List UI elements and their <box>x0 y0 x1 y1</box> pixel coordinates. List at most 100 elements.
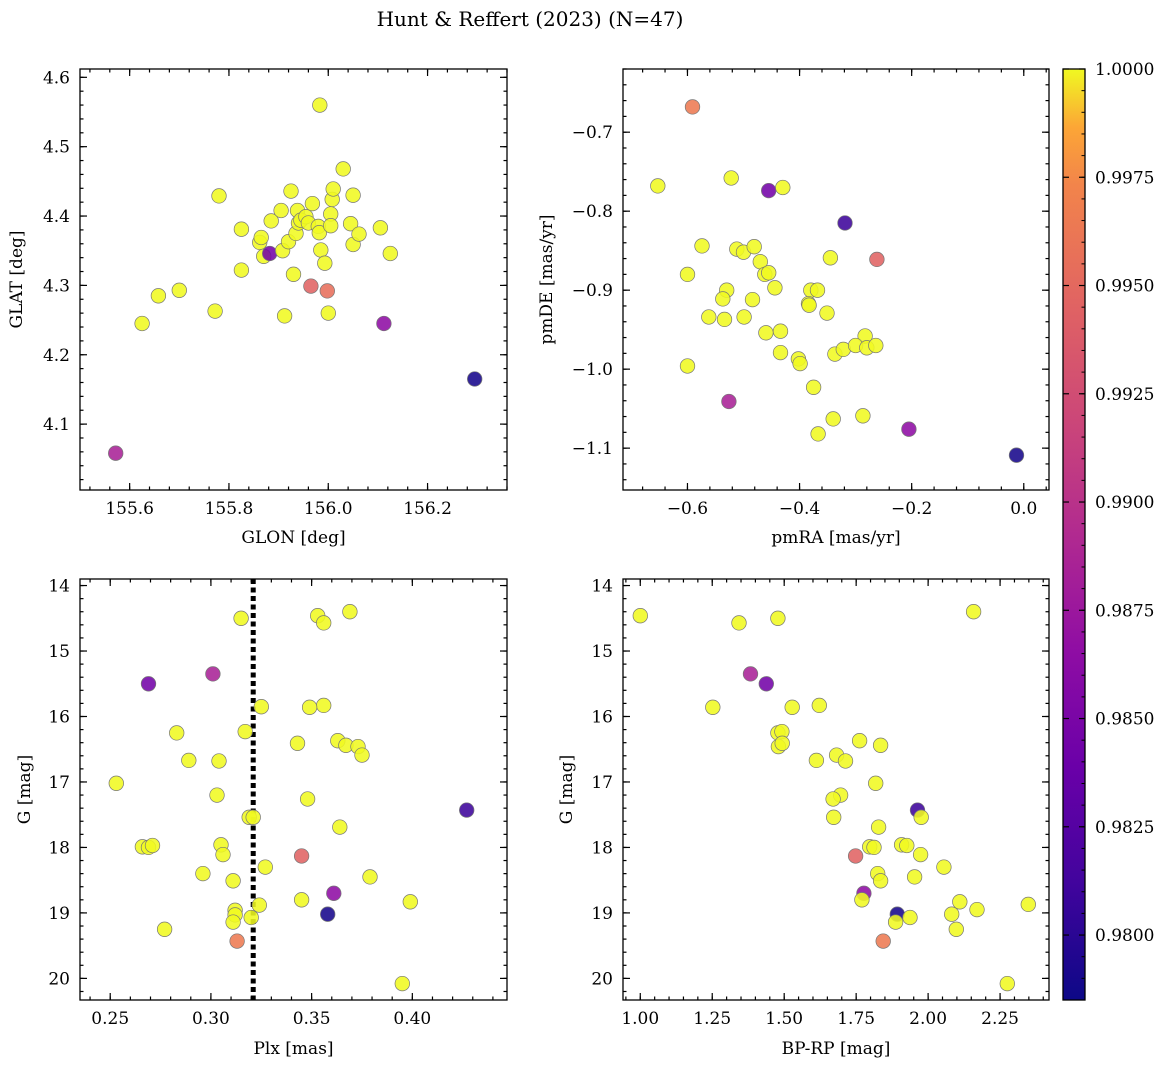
scatter-point <box>209 787 225 803</box>
scatter-point <box>316 615 332 631</box>
scatter-point <box>325 181 341 197</box>
scatter-point <box>808 752 825 769</box>
scatter-point <box>761 265 777 281</box>
scatter-point <box>912 846 929 863</box>
colorbar-tick-label: 1.0000 <box>1095 60 1154 80</box>
x-axis-label: Plx [mas] <box>253 1039 333 1059</box>
scatter-point <box>134 315 150 332</box>
scatter-point <box>169 725 185 741</box>
scatter-point <box>705 699 721 715</box>
y-tick-label: −1.0 <box>572 360 613 380</box>
scatter-point <box>156 921 173 937</box>
x-axis-label: pmRA [mas/yr] <box>771 528 900 548</box>
scatter-point <box>376 315 392 332</box>
scatter-point <box>273 202 289 219</box>
x-tick-label: 1.75 <box>837 1009 875 1029</box>
y-tick-label: 17 <box>48 773 70 793</box>
scatter-point <box>253 699 269 715</box>
x-tick-label: 2.00 <box>909 1009 947 1029</box>
scatter-point <box>837 753 854 769</box>
y-tick-label: 18 <box>48 838 70 858</box>
scatter-point <box>632 608 648 624</box>
scatter-point <box>144 837 161 854</box>
y-tick-label: 17 <box>591 773 613 793</box>
scatter-point <box>320 305 336 321</box>
scatter-point <box>761 182 777 199</box>
scatter-point <box>299 791 316 807</box>
y-axis-label: pmDE [mas/yr] <box>537 214 557 344</box>
scatter-point <box>822 250 839 266</box>
scatter-point <box>775 179 791 196</box>
scatter-point <box>303 278 319 294</box>
scatter-point <box>746 239 762 255</box>
scatter-point <box>233 221 250 237</box>
scatter-point <box>382 245 398 262</box>
x-tick-label: 155.8 <box>205 499 254 519</box>
scatter-point <box>253 229 269 246</box>
y-axis-label: G [mag] <box>15 755 35 824</box>
scatter-point <box>869 251 885 268</box>
scatter-point <box>245 809 261 825</box>
scatter-point <box>742 666 759 682</box>
scatter-point <box>335 161 351 177</box>
scatter-point <box>394 975 410 992</box>
scatter-point <box>906 869 923 885</box>
colorbar-tick-label: 0.9975 <box>1095 168 1154 188</box>
y-tick-label: 4.6 <box>43 68 70 88</box>
colorbar-gradient <box>1062 68 1086 1001</box>
scatter-point <box>819 305 835 321</box>
scatter-point <box>316 697 332 714</box>
scatter-point <box>902 909 918 926</box>
scatter-point <box>467 371 483 387</box>
colorbar-tick-label: 0.9925 <box>1095 385 1154 405</box>
scatter-point <box>650 178 666 194</box>
scatter-point <box>243 909 259 926</box>
scatter-point <box>825 791 841 807</box>
axes-frame <box>79 68 508 491</box>
colorbar-tick-label: 0.9875 <box>1095 601 1154 621</box>
scatter-point <box>283 183 299 199</box>
panel-bprp-g: 1.00 1.25 1.50 1.75 2.00 2.25 14 15 16 17 18 19 20 B… <box>557 577 1050 1059</box>
scatter-point <box>237 723 253 740</box>
scatter-point <box>999 975 1015 992</box>
scatter-point <box>289 735 306 751</box>
y-tick-label: 16 <box>591 707 613 727</box>
y-tick-label: 20 <box>591 969 613 989</box>
scatter-point <box>332 819 348 835</box>
scatter-point <box>774 735 790 751</box>
scatter-point <box>784 699 800 715</box>
y-tick-label: −1.1 <box>572 439 613 459</box>
scatter-point <box>887 914 904 930</box>
y-tick-label: 4.2 <box>43 346 70 366</box>
x-tick-label: 0.25 <box>91 1009 129 1029</box>
scatter-point <box>744 291 761 308</box>
scatter-point <box>312 97 328 113</box>
scatter-point <box>837 215 853 231</box>
figure-title: Hunt & Reffert (2023) (N=47) <box>377 7 684 31</box>
x-tick-label: 0.30 <box>192 1009 230 1029</box>
scatter-point <box>1008 447 1025 463</box>
scatter-point <box>715 291 731 307</box>
y-tick-label: 4.5 <box>43 138 70 158</box>
scatter-point <box>181 752 197 769</box>
scatter-point <box>855 408 871 424</box>
x-axis-label: BP-RP [mag] <box>782 1039 891 1059</box>
x-tick-label: −0.6 <box>667 499 708 519</box>
scatter-point <box>311 225 327 241</box>
scatter-point <box>736 309 752 325</box>
x-tick-label: −0.2 <box>891 499 932 519</box>
scatter-point <box>936 859 952 875</box>
scatter-point <box>317 255 333 271</box>
scatter-point <box>320 906 336 922</box>
scatter-point <box>825 411 841 427</box>
y-tick-label: 18 <box>591 838 613 858</box>
scatter-point <box>319 283 335 299</box>
y-tick-label: −0.9 <box>572 281 613 301</box>
colorbar-tick-label: 0.9800 <box>1095 926 1154 946</box>
x-axis-label: GLON [deg] <box>241 528 345 548</box>
scatter-point <box>866 839 882 856</box>
scatter-point <box>701 309 717 325</box>
y-tick-label: 20 <box>48 969 70 989</box>
scatter-point <box>868 337 884 354</box>
scatter-point <box>948 921 964 937</box>
